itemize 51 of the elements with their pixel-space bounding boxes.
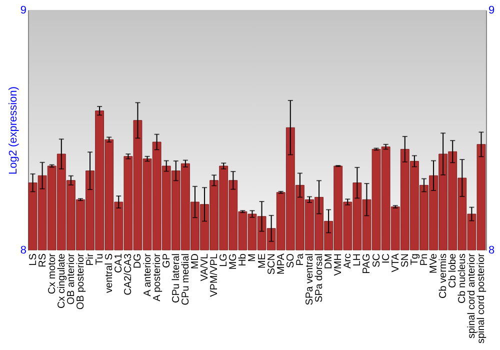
x-tick-label: MG <box>228 253 240 270</box>
x-tick-label: CPu medial <box>180 254 192 306</box>
x-tick-label: Arc <box>342 254 354 268</box>
x-tick-label: SO <box>285 253 296 268</box>
x-tick-label: IC <box>380 254 392 264</box>
x-tick-label: CPu lateral <box>170 254 182 303</box>
x-tick-label: DM <box>324 254 335 270</box>
x-tick-label: ventral S <box>104 253 116 293</box>
x-tick-label: MPA <box>276 253 287 274</box>
y2-tick-label: 9 <box>488 4 495 16</box>
x-tick-label: LH <box>352 254 364 266</box>
x-tick-label: DG <box>132 253 144 268</box>
x-tick-label: spinal cord posterior <box>476 252 488 344</box>
x-tick-label: SCN <box>266 254 278 275</box>
x-tick-label: Cx motor <box>46 252 58 294</box>
x-tick-label: Cx cingulate <box>56 253 68 309</box>
x-tick-label: VPM/VPL <box>209 253 220 297</box>
x-tick-label: SC <box>371 254 382 268</box>
x-tick-label: OB posterior <box>75 252 86 310</box>
x-tick-label: Tu <box>94 254 106 265</box>
x-tick-label: LS <box>28 253 39 266</box>
x-tick-label: M <box>247 254 258 262</box>
x-tick-label: Hb <box>238 253 249 266</box>
x-tick-label: LG <box>218 253 230 267</box>
x-tick-label: OB anterior <box>66 252 77 305</box>
x-tick-label: A posterior <box>152 252 163 302</box>
x-tick-label: PAG <box>362 253 373 274</box>
x-tick-label: ME <box>256 253 268 268</box>
x-tick-label: VTA <box>390 253 402 272</box>
x-tick-label: Tg <box>409 254 420 266</box>
x-tick-label: spinal cord anterior <box>466 252 478 339</box>
x-tick-label: Cb vermis <box>438 254 450 299</box>
x-tick-label: SN <box>400 254 411 268</box>
x-tick-label: RS <box>37 253 48 268</box>
x-tick-label: Pa <box>294 253 306 266</box>
x-tick-label: GP <box>161 253 172 268</box>
y-axis-title: Log2 (expression) <box>7 86 20 175</box>
x-tick-label: MVe <box>428 253 440 274</box>
x-tick-label: Pir <box>85 252 96 266</box>
y2-tick-label: 8 <box>488 244 495 256</box>
x-tick-label: CA2/CA3 <box>123 253 134 296</box>
x-tick-label: CA1 <box>114 253 125 273</box>
x-tick-label: Pn <box>418 254 430 266</box>
x-tick-label: SPa dorsal <box>314 254 326 302</box>
x-tick-label: A anterior <box>142 252 154 296</box>
x-tick-label: SPa ventral <box>304 254 316 306</box>
x-tick-label: Cb lobe <box>448 253 459 288</box>
x-tick-label: Cb nucleus <box>457 254 468 304</box>
x-tick-label: MD <box>190 254 201 270</box>
x-tick-label: VMH <box>333 254 344 276</box>
x-tick-label: VA/VL <box>200 253 211 282</box>
